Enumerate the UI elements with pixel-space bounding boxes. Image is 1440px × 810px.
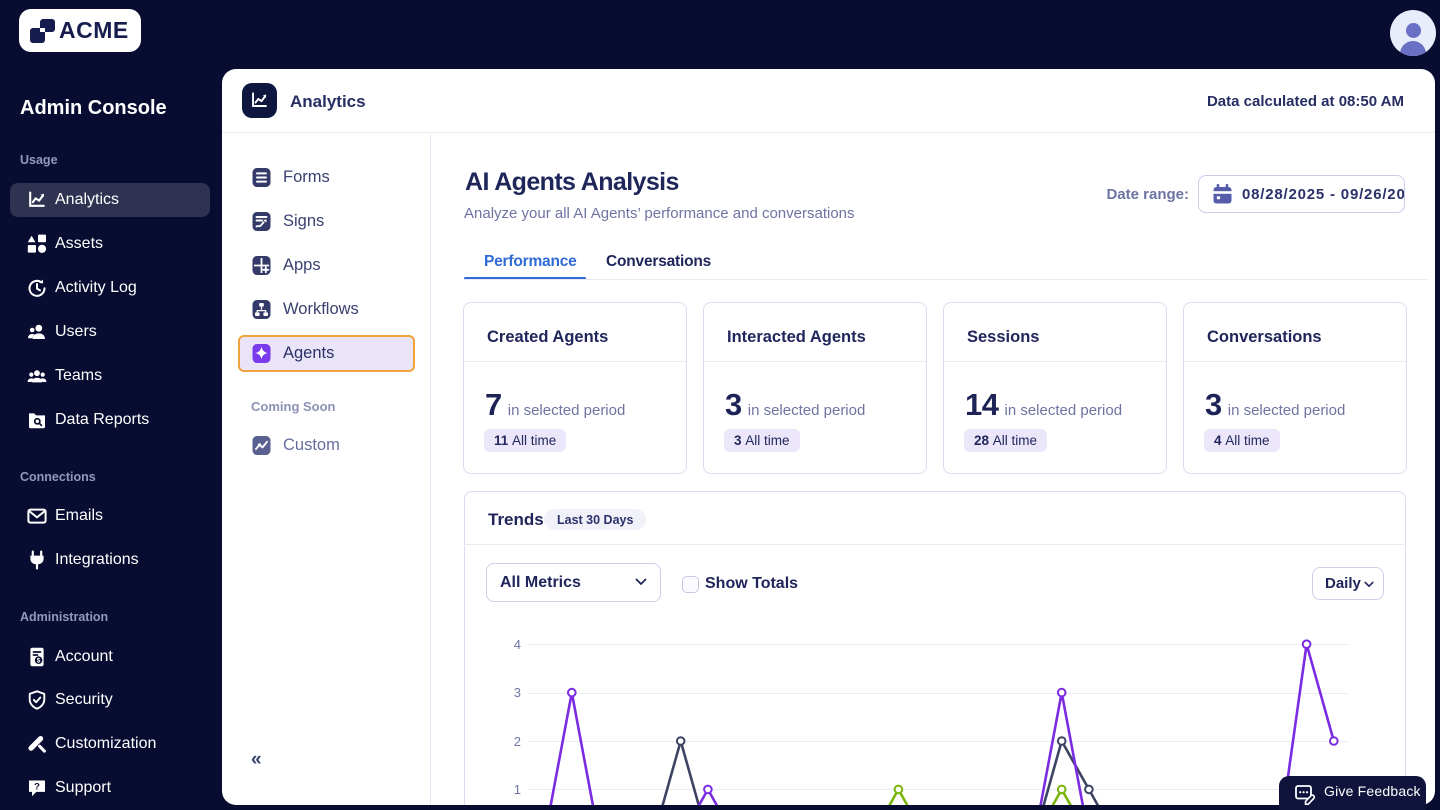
svg-text:$: $ [37, 657, 41, 664]
svg-text:?: ? [34, 782, 40, 793]
